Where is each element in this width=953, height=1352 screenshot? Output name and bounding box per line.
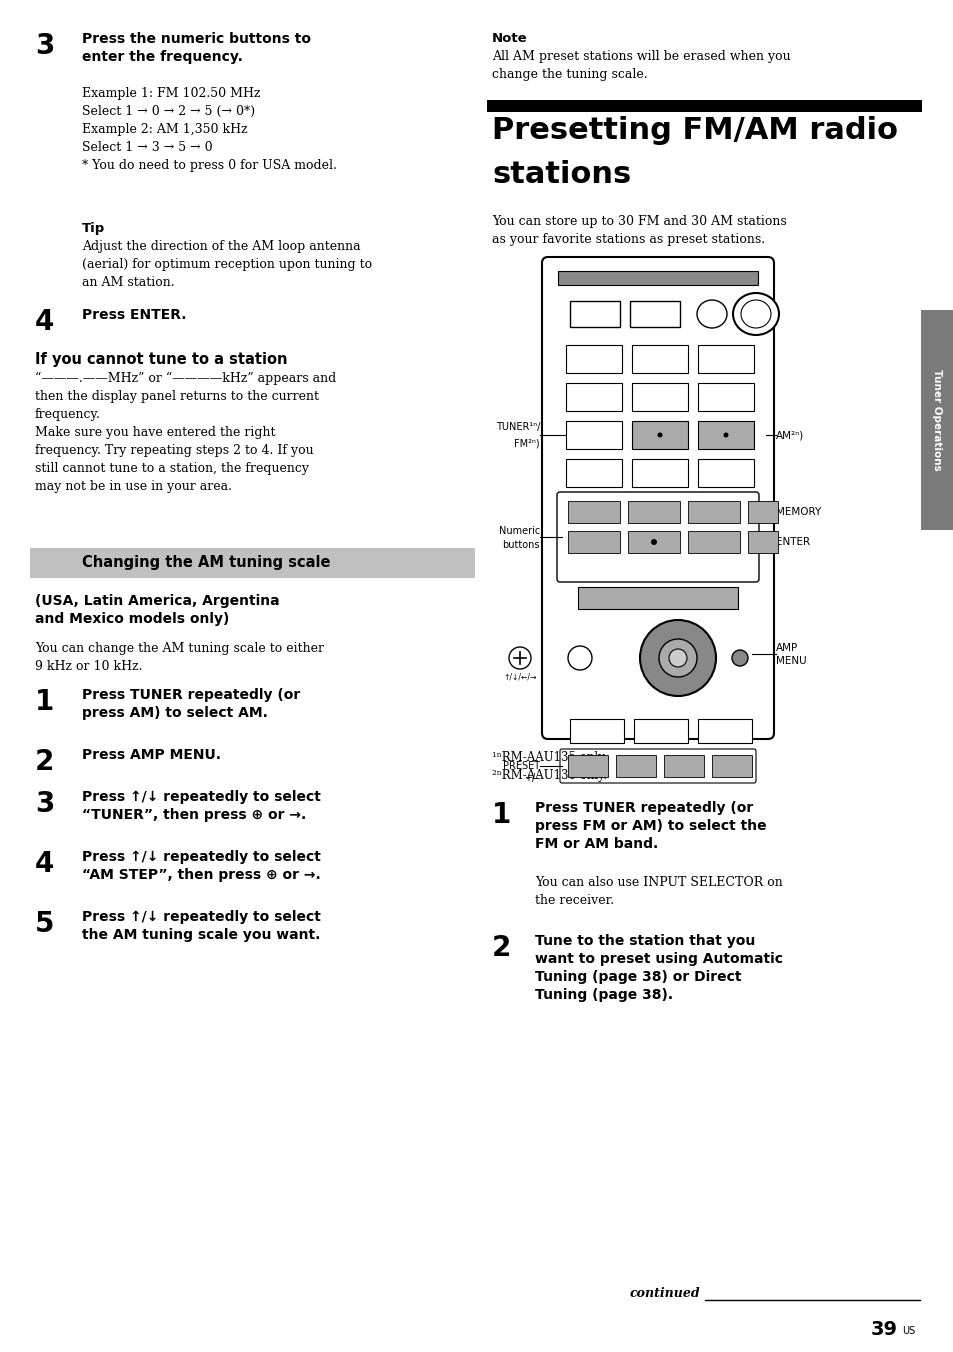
- Bar: [565, 420, 621, 449]
- Bar: [627, 531, 679, 553]
- Text: Press TUNER repeatedly (or
press FM or AM) to select the
FM or AM band.: Press TUNER repeatedly (or press FM or A…: [535, 800, 766, 850]
- Bar: [565, 458, 621, 487]
- Bar: [663, 754, 703, 777]
- Bar: [486, 100, 921, 112]
- Bar: [578, 587, 738, 608]
- Text: 3: 3: [35, 790, 54, 818]
- Text: Changing the AM tuning scale: Changing the AM tuning scale: [82, 556, 330, 571]
- FancyBboxPatch shape: [541, 257, 773, 740]
- Ellipse shape: [650, 539, 657, 545]
- Bar: [711, 754, 751, 777]
- Text: Press ENTER.: Press ENTER.: [82, 308, 186, 322]
- Bar: [30, 548, 475, 579]
- Bar: [747, 502, 778, 523]
- Ellipse shape: [731, 650, 747, 667]
- Text: PRESET: PRESET: [502, 761, 539, 771]
- Bar: [698, 383, 753, 411]
- Text: Press ↑/↓ repeatedly to select
“TUNER”, then press ⊕ or →.: Press ↑/↓ repeatedly to select “TUNER”, …: [82, 790, 320, 822]
- Text: Press ↑/↓ repeatedly to select
“AM STEP”, then press ⊕ or →.: Press ↑/↓ repeatedly to select “AM STEP”…: [82, 850, 320, 882]
- Text: (USA, Latin America, Argentina
and Mexico models only): (USA, Latin America, Argentina and Mexic…: [35, 594, 279, 626]
- Text: Press AMP MENU.: Press AMP MENU.: [82, 748, 221, 763]
- Text: Example 1: FM 102.50 MHz
Select 1 → 0 → 2 → 5 (→ 0*)
Example 2: AM 1,350 kHz
Sel: Example 1: FM 102.50 MHz Select 1 → 0 → …: [82, 87, 336, 172]
- Text: 1: 1: [35, 688, 54, 717]
- Bar: [567, 754, 607, 777]
- Text: buttons: buttons: [502, 539, 539, 550]
- Ellipse shape: [740, 300, 770, 329]
- Bar: [698, 458, 753, 487]
- Text: 1: 1: [492, 800, 511, 829]
- Text: stations: stations: [492, 160, 631, 189]
- Text: 2: 2: [492, 934, 511, 963]
- Text: ¹ⁿRM-AAU135 only.: ¹ⁿRM-AAU135 only.: [492, 750, 606, 764]
- Text: AMP: AMP: [775, 644, 798, 653]
- Text: MENU: MENU: [775, 656, 806, 667]
- Bar: [698, 420, 753, 449]
- Ellipse shape: [509, 648, 531, 669]
- Text: 4: 4: [35, 850, 54, 877]
- Text: Note: Note: [492, 32, 527, 45]
- Text: ↑/↓/←/→: ↑/↓/←/→: [503, 672, 537, 681]
- Bar: [567, 502, 619, 523]
- Text: AM²ⁿ): AM²ⁿ): [775, 430, 803, 439]
- Bar: [616, 754, 656, 777]
- Text: Press the numeric buttons to
enter the frequency.: Press the numeric buttons to enter the f…: [82, 32, 311, 64]
- Bar: [631, 458, 687, 487]
- Text: Tuner Operations: Tuner Operations: [931, 369, 941, 470]
- Bar: [920, 310, 953, 530]
- Bar: [567, 531, 619, 553]
- Bar: [698, 345, 753, 373]
- Bar: [627, 502, 679, 523]
- Bar: [565, 345, 621, 373]
- Text: US: US: [901, 1326, 914, 1336]
- Text: Tune to the station that you
want to preset using Automatic
Tuning (page 38) or : Tune to the station that you want to pre…: [535, 934, 782, 1002]
- Text: continued: continued: [629, 1287, 700, 1301]
- Ellipse shape: [657, 433, 661, 438]
- Bar: [687, 502, 740, 523]
- Text: All AM preset stations will be erased when you
change the tuning scale.: All AM preset stations will be erased wh…: [492, 50, 790, 81]
- Text: Adjust the direction of the AM loop antenna
(aerial) for optimum reception upon : Adjust the direction of the AM loop ante…: [82, 241, 372, 289]
- Text: 5: 5: [35, 910, 54, 938]
- Bar: [698, 719, 751, 744]
- Text: You can store up to 30 FM and 30 AM stations
as your favorite stations as preset: You can store up to 30 FM and 30 AM stat…: [492, 215, 786, 246]
- Text: Press ↑/↓ repeatedly to select
the AM tuning scale you want.: Press ↑/↓ repeatedly to select the AM tu…: [82, 910, 320, 942]
- Text: Press TUNER repeatedly (or
press AM) to select AM.: Press TUNER repeatedly (or press AM) to …: [82, 688, 300, 719]
- Text: You can also use INPUT SELECTOR on
the receiver.: You can also use INPUT SELECTOR on the r…: [535, 876, 781, 907]
- Bar: [687, 531, 740, 553]
- Text: ²ⁿRM-AAU136 only.: ²ⁿRM-AAU136 only.: [492, 769, 606, 781]
- Text: TUNER¹ⁿ/: TUNER¹ⁿ/: [496, 422, 539, 433]
- Ellipse shape: [668, 649, 686, 667]
- Text: 2: 2: [35, 748, 54, 776]
- Text: If you cannot tune to a station: If you cannot tune to a station: [35, 352, 287, 366]
- Text: MEMORY: MEMORY: [775, 507, 821, 516]
- Text: Presetting FM/AM radio: Presetting FM/AM radio: [492, 116, 897, 145]
- Text: “———.——MHz” or “————kHz” appears and
then the display panel returns to the curre: “———.——MHz” or “————kHz” appears and the…: [35, 372, 335, 493]
- Bar: [747, 531, 778, 553]
- Bar: [565, 383, 621, 411]
- Text: 39: 39: [870, 1320, 897, 1338]
- Text: Tip: Tip: [82, 222, 105, 235]
- Bar: [569, 719, 623, 744]
- Text: FM²ⁿ): FM²ⁿ): [514, 438, 539, 448]
- Ellipse shape: [659, 639, 697, 677]
- Bar: [558, 270, 758, 285]
- Bar: [634, 719, 687, 744]
- Ellipse shape: [567, 646, 592, 671]
- Bar: [631, 345, 687, 373]
- Text: 4: 4: [35, 308, 54, 337]
- Text: Numeric: Numeric: [498, 526, 539, 535]
- Text: +/–: +/–: [523, 773, 539, 783]
- Text: 3: 3: [35, 32, 54, 59]
- Bar: [631, 383, 687, 411]
- Ellipse shape: [697, 300, 726, 329]
- Ellipse shape: [639, 621, 716, 696]
- Bar: [629, 301, 679, 327]
- Text: ENTER: ENTER: [775, 537, 809, 548]
- Bar: [631, 420, 687, 449]
- Ellipse shape: [722, 433, 728, 438]
- Ellipse shape: [732, 293, 779, 335]
- Text: You can change the AM tuning scale to either
9 kHz or 10 kHz.: You can change the AM tuning scale to ei…: [35, 642, 324, 673]
- Bar: [569, 301, 619, 327]
